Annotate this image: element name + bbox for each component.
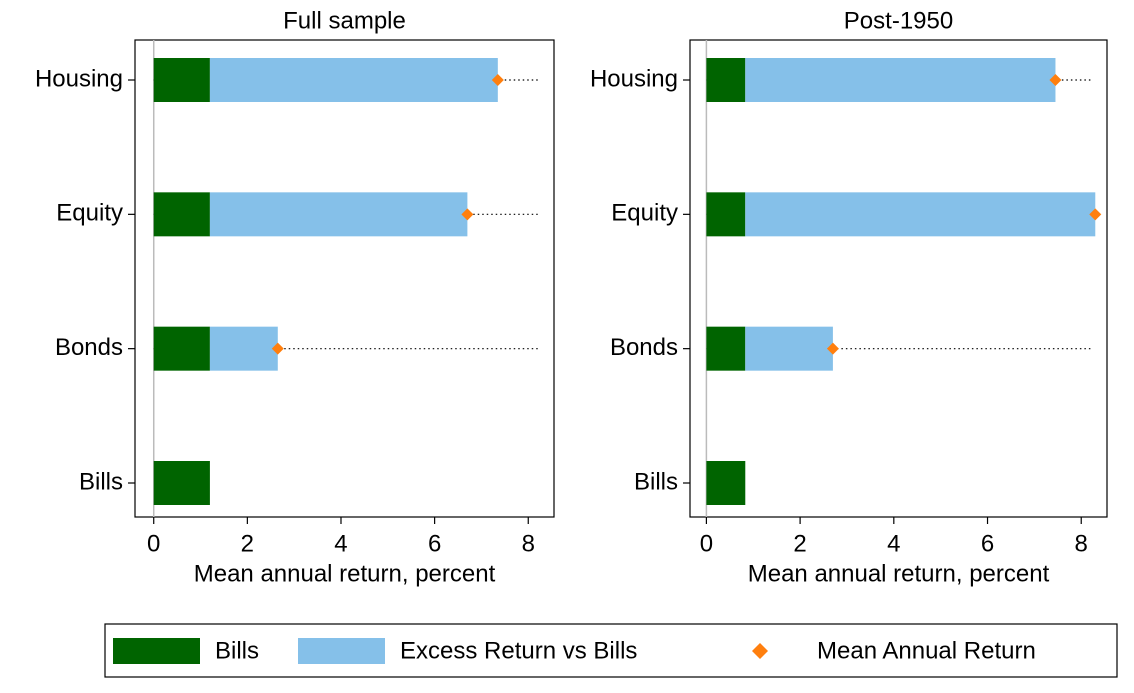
mean-marker	[491, 74, 504, 86]
mean-marker	[271, 342, 284, 355]
x-axis-label: Mean annual return, percent	[194, 560, 496, 587]
plot-frame	[689, 39, 1108, 518]
mean-marker	[1049, 74, 1062, 86]
chart-title: Full sample	[283, 7, 406, 34]
bar-segment	[153, 58, 210, 102]
x-axis-label: Mean annual return, percent	[748, 560, 1050, 587]
x-tick-label: 2	[241, 530, 254, 557]
legend-label: Bills	[215, 637, 259, 664]
mean-marker	[1089, 208, 1102, 221]
y-tick-label: Bills	[79, 468, 123, 495]
bar-segment	[745, 326, 833, 371]
y-tick-label: Bonds	[610, 334, 678, 361]
bar-segment	[706, 326, 746, 371]
bar-segment	[153, 192, 210, 237]
bar-segment	[706, 192, 746, 237]
y-tick-label: Equity	[611, 200, 678, 227]
x-tick-label: 8	[522, 530, 535, 557]
x-tick-label: 4	[887, 530, 900, 557]
legend-swatch	[298, 638, 385, 664]
x-tick-label: 8	[1075, 530, 1088, 557]
legend-label: Excess Return vs Bills	[400, 637, 637, 664]
plot-frame	[134, 39, 555, 518]
y-tick-label: Housing	[35, 65, 123, 92]
bar-segment	[745, 58, 1056, 102]
bar-segment	[745, 192, 1096, 237]
chart-title: Post-1950	[844, 7, 953, 34]
x-tick-label: 6	[428, 530, 441, 557]
mean-marker	[461, 208, 474, 221]
y-tick-label: Bills	[634, 468, 678, 495]
legend-box	[104, 623, 1118, 678]
x-tick-label: 2	[793, 530, 806, 557]
bar-segment	[209, 326, 278, 371]
legend-label: Mean Annual Return	[817, 637, 1036, 664]
x-tick-label: 0	[147, 530, 160, 557]
y-tick-label: Housing	[590, 65, 678, 92]
x-tick-label: 4	[334, 530, 347, 557]
bar-segment	[706, 461, 746, 505]
bar-segment	[153, 461, 210, 505]
legend-swatch	[113, 638, 200, 664]
bar-segment	[153, 326, 210, 371]
x-tick-label: 6	[981, 530, 994, 557]
bar-segment	[209, 192, 468, 237]
legend-swatch	[752, 643, 768, 659]
bar-segment	[706, 58, 746, 102]
mean-marker	[826, 342, 839, 355]
y-tick-label: Bonds	[55, 334, 123, 361]
y-tick-label: Equity	[56, 200, 123, 227]
x-tick-label: 0	[700, 530, 713, 557]
bar-segment	[209, 58, 498, 102]
